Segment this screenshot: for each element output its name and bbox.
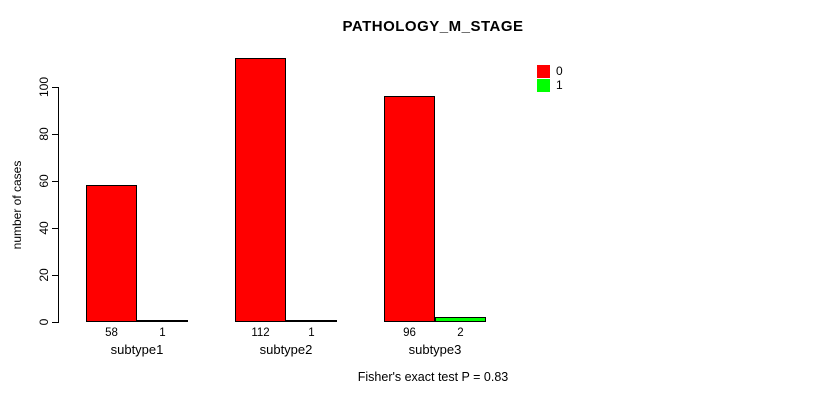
legend-row-0: 0 (537, 64, 563, 78)
bar-subtype1-1 (137, 320, 188, 322)
legend-row-1: 1 (537, 78, 563, 92)
category-label-subtype3: subtype3 (408, 342, 462, 357)
bar-value-label-subtype1-1: 1 (159, 327, 166, 339)
y-tick-mark (52, 86, 59, 88)
y-tick-mark (52, 322, 59, 323)
y-tick-label: 40 (37, 221, 51, 235)
bar-value-label-subtype3-1: 2 (457, 327, 464, 339)
y-tick-label: 60 (37, 174, 51, 188)
y-tick-mark (52, 180, 59, 182)
bar-subtype2-1 (286, 320, 337, 322)
bar-subtype1-0 (86, 185, 137, 322)
category-label-subtype2: subtype2 (259, 342, 313, 357)
category-label-subtype1: subtype1 (110, 342, 164, 357)
bar-subtype3-0 (384, 96, 435, 322)
y-axis-line (58, 87, 59, 322)
legend-label-0: 0 (556, 63, 563, 78)
y-tick-mark (52, 227, 59, 229)
legend-swatch-0 (537, 64, 550, 78)
bar-subtype2-0 (235, 58, 286, 322)
y-tick-label: 20 (37, 268, 51, 282)
y-tick-label: 100 (37, 76, 51, 97)
fisher-test-annotation: Fisher's exact test P = 0.83 (357, 370, 509, 384)
bar-value-label-subtype1-0: 58 (105, 327, 118, 339)
bar-value-label-subtype2-0: 112 (251, 327, 270, 339)
y-tick-label: 80 (37, 126, 51, 141)
y-tick-mark (52, 274, 59, 276)
legend-label-1: 1 (556, 77, 563, 92)
bar-subtype3-1 (435, 317, 486, 322)
y-tick-mark (52, 133, 59, 135)
chart-title: PATHOLOGY_M_STAGE (342, 18, 524, 35)
y-axis-label: number of cases (10, 160, 24, 250)
bar-value-label-subtype2-1: 1 (308, 327, 315, 339)
legend-swatch-1 (537, 78, 550, 92)
y-tick-label: 0 (37, 318, 51, 326)
bar-value-label-subtype3-0: 96 (403, 327, 416, 339)
